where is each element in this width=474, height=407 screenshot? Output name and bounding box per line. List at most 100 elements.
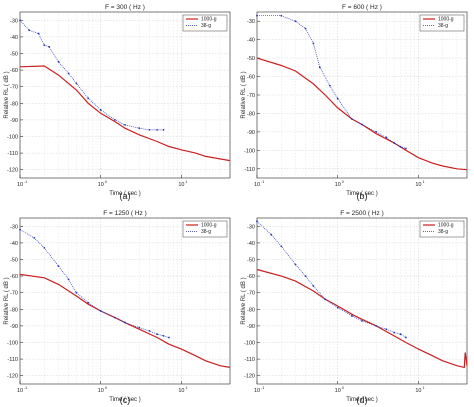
series-point-38-g bbox=[361, 320, 363, 322]
x-tick-exponent: 1 bbox=[185, 180, 187, 184]
y-tick-label: -40 bbox=[247, 38, 255, 44]
x-tick-label: 10 bbox=[17, 388, 23, 394]
legend: 1000-g38-g bbox=[182, 220, 228, 238]
series-point-38-g bbox=[375, 130, 378, 133]
series-point-38-g bbox=[57, 60, 60, 63]
y-tick-label: -30 bbox=[10, 224, 18, 230]
series-point-38-g bbox=[156, 333, 159, 336]
series-point-38-g bbox=[304, 27, 307, 30]
chart-title: F = 1250 ( Hz ) bbox=[103, 210, 147, 217]
series-point-38-g bbox=[162, 128, 165, 131]
series-point-38-g bbox=[256, 14, 258, 17]
x-axis-label: Time ( sec ) bbox=[346, 397, 377, 403]
y-tick-label: -100 bbox=[244, 148, 255, 154]
series-point-38-g bbox=[351, 118, 353, 120]
series-point-38-g bbox=[336, 306, 339, 309]
series-point-38-g bbox=[280, 14, 283, 17]
series-point-38-g bbox=[43, 44, 46, 47]
panel-caption: (b) bbox=[357, 191, 368, 201]
y-tick-label: -50 bbox=[247, 258, 255, 264]
series-point-38-g bbox=[351, 315, 353, 317]
legend-label: 38-g bbox=[438, 23, 448, 29]
y-tick-label: -50 bbox=[247, 56, 255, 62]
y-tick-label: -100 bbox=[244, 341, 255, 347]
panel-caption: (d) bbox=[357, 395, 368, 405]
series-point-38-g bbox=[87, 301, 90, 304]
series-point-38-g bbox=[405, 147, 407, 150]
series-point-38-g bbox=[328, 84, 331, 87]
series-point-38-g bbox=[270, 233, 273, 236]
x-tick-label: 10 bbox=[335, 388, 341, 394]
y-tick-label: -70 bbox=[10, 85, 18, 91]
series-line-38-g bbox=[19, 20, 164, 131]
x-axis-label: Time ( sec ) bbox=[109, 397, 140, 403]
y-tick-label: -60 bbox=[247, 274, 255, 280]
x-tick-exponent: 0 bbox=[105, 180, 107, 184]
y-axis-label: Relative RL ( dB ) bbox=[4, 71, 10, 118]
panel-caption: (c) bbox=[120, 395, 131, 405]
axes-frame bbox=[256, 217, 468, 385]
x-tick-exponent: 0 bbox=[105, 386, 107, 390]
series-point-38-g bbox=[124, 123, 126, 126]
y-axis-label: Relative RL ( dB ) bbox=[241, 71, 247, 118]
legend: 1000-g38-g bbox=[419, 14, 465, 32]
x-tick-label: 10 bbox=[98, 182, 104, 188]
series-point-38-g bbox=[304, 275, 307, 277]
y-tick-label: -80 bbox=[247, 307, 255, 313]
x-tick-exponent: 1 bbox=[185, 386, 187, 390]
y-tick-label: -30 bbox=[10, 18, 18, 24]
y-axis-label: Relative RL ( dB ) bbox=[4, 277, 10, 324]
chart-title: F = 300 ( Hz ) bbox=[105, 4, 145, 11]
x-tick-label: 10 bbox=[254, 388, 260, 394]
series-point-38-g bbox=[75, 82, 78, 85]
legend-label: 1000-g bbox=[438, 17, 454, 23]
legend-label: 1000-g bbox=[201, 17, 217, 23]
x-tick-label: 10 bbox=[415, 182, 421, 188]
y-tick-label: -90 bbox=[10, 324, 18, 330]
y-axis-label: Relative RL ( dB ) bbox=[241, 277, 247, 324]
series-point-38-g bbox=[162, 334, 165, 337]
series-point-38-g bbox=[87, 97, 90, 100]
series-point-38-g bbox=[399, 145, 402, 148]
series-point-38-g bbox=[67, 72, 70, 75]
y-tick-label: -110 bbox=[244, 167, 255, 173]
y-tick-label: -30 bbox=[247, 19, 255, 25]
series-line-1000-g bbox=[256, 57, 468, 171]
y-tick-label: -120 bbox=[7, 168, 18, 174]
series-point-38-g bbox=[312, 285, 315, 287]
axes-frame bbox=[19, 217, 231, 385]
series-point-38-g bbox=[75, 291, 78, 294]
y-tick-label: -60 bbox=[247, 75, 255, 81]
series-point-38-g bbox=[114, 119, 116, 121]
series-point-38-g bbox=[385, 328, 388, 331]
x-tick-label: 10 bbox=[254, 182, 260, 188]
series-point-38-g bbox=[280, 245, 283, 248]
series-point-38-g bbox=[393, 331, 396, 334]
grid-lines bbox=[256, 12, 468, 178]
series-point-38-g bbox=[294, 263, 297, 266]
legend-label: 38-g bbox=[438, 229, 448, 235]
y-tick-label: -40 bbox=[10, 35, 18, 41]
x-tick-exponent: 0 bbox=[342, 180, 344, 184]
series-point-38-g bbox=[33, 237, 36, 239]
y-tick-label: -110 bbox=[7, 151, 18, 157]
legend-label: 38-g bbox=[201, 23, 211, 29]
x-tick-label: 10 bbox=[178, 182, 184, 188]
axes-frame bbox=[256, 11, 468, 179]
grid-lines bbox=[19, 218, 231, 384]
series-line-1000-g bbox=[256, 268, 468, 369]
x-tick-exponent: 0 bbox=[342, 386, 344, 390]
y-tick-label: -80 bbox=[247, 111, 255, 117]
x-tick-exponent: -1 bbox=[261, 386, 264, 390]
x-tick-label: 10 bbox=[17, 182, 23, 188]
series-point-38-g bbox=[361, 123, 363, 126]
series-point-38-g bbox=[393, 142, 396, 144]
legend-label: 1000-g bbox=[201, 223, 217, 229]
series-point-38-g bbox=[28, 29, 31, 32]
series-line-1000-g bbox=[19, 65, 231, 162]
y-tick-label: -90 bbox=[10, 118, 18, 124]
series-point-38-g bbox=[37, 32, 40, 35]
